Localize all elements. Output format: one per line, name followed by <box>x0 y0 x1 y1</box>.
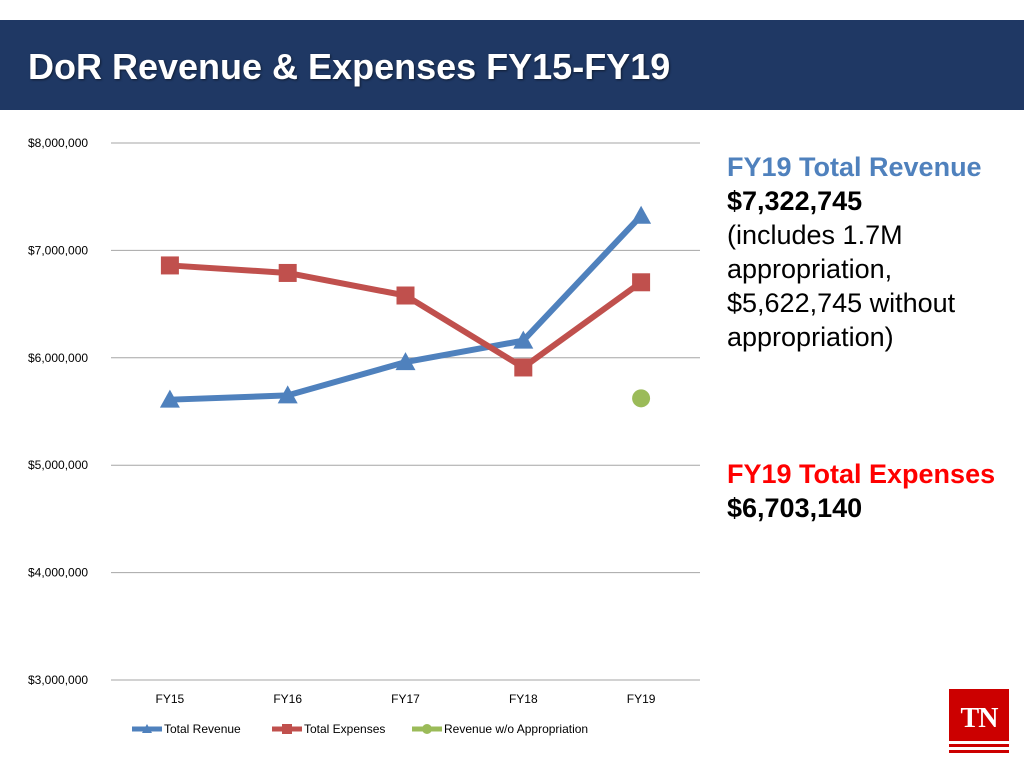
y-tick-label: $8,000,000 <box>28 136 88 150</box>
data-point-revenue-w-o-appropriation <box>632 389 651 408</box>
x-tick-label: FY18 <box>509 692 538 706</box>
logo-stripe <box>949 747 1009 750</box>
revenue-note-detail: (includes 1.7M appropriation, $5,622,745… <box>727 220 956 352</box>
x-tick-label: FY19 <box>627 692 656 706</box>
data-point-total-expenses <box>160 256 179 275</box>
logo-stripe <box>949 741 1009 744</box>
data-point-total-revenue <box>277 385 298 404</box>
legend-label: Revenue w/o Appropriation <box>444 722 588 736</box>
data-point-total-revenue <box>631 205 652 224</box>
page-title: DoR Revenue & Expenses FY15-FY19 <box>28 46 671 87</box>
revenue-note: FY19 Total Revenue $7,322,745 (includes … <box>727 150 1017 354</box>
y-tick-label: $4,000,000 <box>28 566 88 580</box>
legend-marker-total-expenses <box>282 724 292 734</box>
legend-label: Total Expenses <box>304 722 385 736</box>
logo-text: TN <box>960 703 999 734</box>
x-tick-label: FY17 <box>391 692 420 706</box>
expenses-note-heading: FY19 Total Expenses <box>727 459 996 489</box>
revenue-expenses-chart: $3,000,000 $4,000,000 $5,000,000 $6,000,000… <box>28 136 700 736</box>
title-bar: DoR Revenue & Expenses FY15-FY19 <box>0 20 1024 110</box>
y-tick-label: $7,000,000 <box>28 243 88 257</box>
data-point-total-expenses <box>278 263 297 282</box>
data-point-total-expenses <box>396 286 415 305</box>
expenses-note: FY19 Total Expenses $6,703,140 <box>727 457 1017 525</box>
data-point-total-revenue <box>513 330 534 349</box>
expenses-note-amount: $6,703,140 <box>727 493 863 523</box>
legend-marker-revenue-w-o-appropriation <box>422 724 432 734</box>
x-tick-label: FY15 <box>156 692 185 706</box>
y-tick-label: $5,000,000 <box>28 458 88 472</box>
revenue-note-heading: FY19 Total Revenue <box>727 152 982 182</box>
data-point-total-expenses <box>514 358 533 377</box>
revenue-note-amount: $7,322,745 <box>727 186 863 216</box>
y-tick-label: $3,000,000 <box>28 673 88 687</box>
legend-marker-total-revenue <box>142 724 152 733</box>
series-line-total-revenue <box>169 213 644 403</box>
y-tick-label: $6,000,000 <box>28 351 88 365</box>
tennessee-logo-icon: TN <box>949 689 1009 753</box>
x-tick-label: FY16 <box>273 692 302 706</box>
data-point-total-expenses <box>632 273 651 292</box>
data-point-total-revenue <box>395 352 416 371</box>
data-point-total-revenue <box>159 389 180 408</box>
legend-label: Total Revenue <box>164 722 241 736</box>
